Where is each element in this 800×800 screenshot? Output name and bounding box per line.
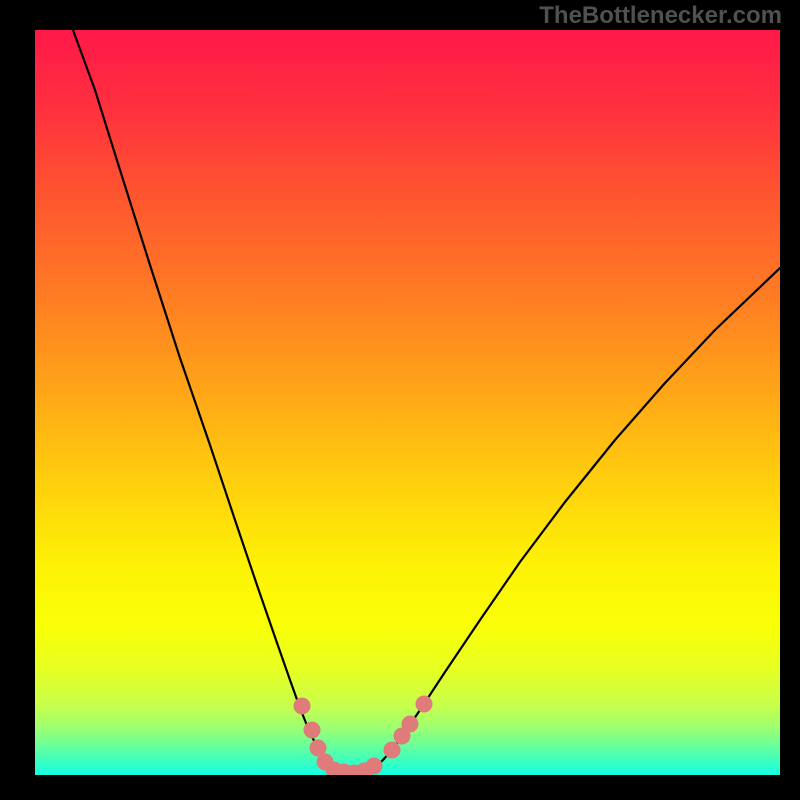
curve-marker — [294, 698, 311, 715]
curve-marker — [384, 742, 401, 759]
chart-svg — [35, 30, 780, 775]
curve-marker — [304, 722, 321, 739]
watermark-text: TheBottlenecker.com — [539, 2, 782, 30]
chart-plot-area — [35, 30, 780, 775]
curve-marker — [366, 758, 383, 775]
curve-marker — [416, 696, 433, 713]
curve-marker — [402, 716, 419, 733]
gradient-background — [35, 30, 780, 775]
